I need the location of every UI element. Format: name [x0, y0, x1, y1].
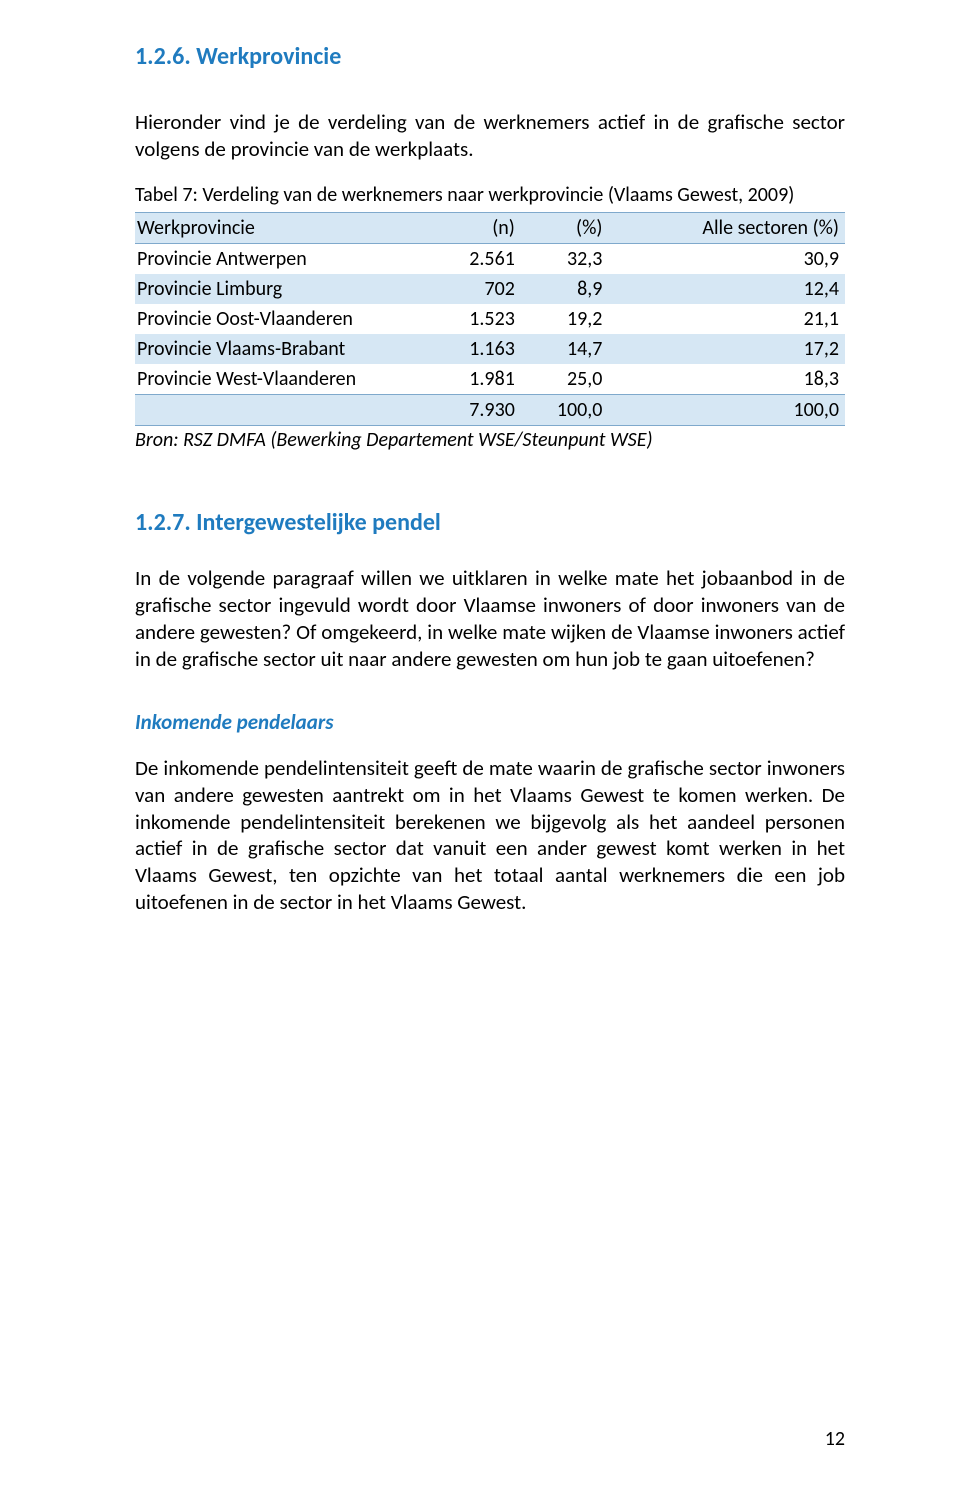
table-row: Provincie Limburg 702 8,9 12,4: [135, 274, 845, 304]
cell-n: 7.930: [433, 395, 521, 426]
cell-label: [135, 395, 433, 426]
col-header-n: (n): [433, 213, 521, 244]
paragraph-pendel-2: De inkomende pendelintensiteit geeft de …: [135, 755, 845, 916]
col-header-werkprovincie: Werkprovincie: [135, 213, 433, 244]
cell-pct: 14,7: [521, 334, 609, 364]
cell-n: 2.561: [433, 244, 521, 275]
cell-label: Provincie Limburg: [135, 274, 433, 304]
cell-n: 1.523: [433, 304, 521, 334]
col-header-alle: Alle sectoren (%): [608, 213, 845, 244]
table-row: Provincie Vlaams-Brabant 1.163 14,7 17,2: [135, 334, 845, 364]
cell-n: 702: [433, 274, 521, 304]
cell-alle: 12,4: [608, 274, 845, 304]
table-werkprovincie: Werkprovincie (n) (%) Alle sectoren (%) …: [135, 212, 845, 426]
table-header-row: Werkprovincie (n) (%) Alle sectoren (%): [135, 213, 845, 244]
cell-pct: 8,9: [521, 274, 609, 304]
cell-n: 1.981: [433, 364, 521, 395]
table-total-row: 7.930 100,0 100,0: [135, 395, 845, 426]
subheading-inkomende: Inkomende pendelaars: [135, 709, 845, 735]
cell-pct: 32,3: [521, 244, 609, 275]
cell-n: 1.163: [433, 334, 521, 364]
table-source: Bron: RSZ DMFA (Bewerking Departement WS…: [135, 428, 845, 452]
cell-pct: 19,2: [521, 304, 609, 334]
page-number: 12: [825, 1427, 845, 1451]
col-header-pct: (%): [521, 213, 609, 244]
cell-alle: 18,3: [608, 364, 845, 395]
cell-label: Provincie Vlaams-Brabant: [135, 334, 433, 364]
cell-label: Provincie West-Vlaanderen: [135, 364, 433, 395]
paragraph-intro-1: Hieronder vind je de verdeling van de we…: [135, 109, 845, 163]
cell-alle: 30,9: [608, 244, 845, 275]
cell-alle: 17,2: [608, 334, 845, 364]
cell-label: Provincie Antwerpen: [135, 244, 433, 275]
table-row: Provincie West-Vlaanderen 1.981 25,0 18,…: [135, 364, 845, 395]
page: 1.2.6. Werkprovincie Hieronder vind je d…: [0, 0, 960, 1487]
cell-pct: 25,0: [521, 364, 609, 395]
table-row: Provincie Antwerpen 2.561 32,3 30,9: [135, 244, 845, 275]
cell-alle: 21,1: [608, 304, 845, 334]
paragraph-pendel-1: In de volgende paragraaf willen we uitkl…: [135, 565, 845, 673]
cell-label: Provincie Oost-Vlaanderen: [135, 304, 433, 334]
cell-alle: 100,0: [608, 395, 845, 426]
heading-werkprovincie: 1.2.6. Werkprovincie: [135, 42, 845, 71]
table-caption: Tabel 7: Verdeling van de werknemers naa…: [135, 183, 845, 209]
table-row: Provincie Oost-Vlaanderen 1.523 19,2 21,…: [135, 304, 845, 334]
cell-pct: 100,0: [521, 395, 609, 426]
heading-pendel: 1.2.7. Intergewestelijke pendel: [135, 508, 845, 537]
